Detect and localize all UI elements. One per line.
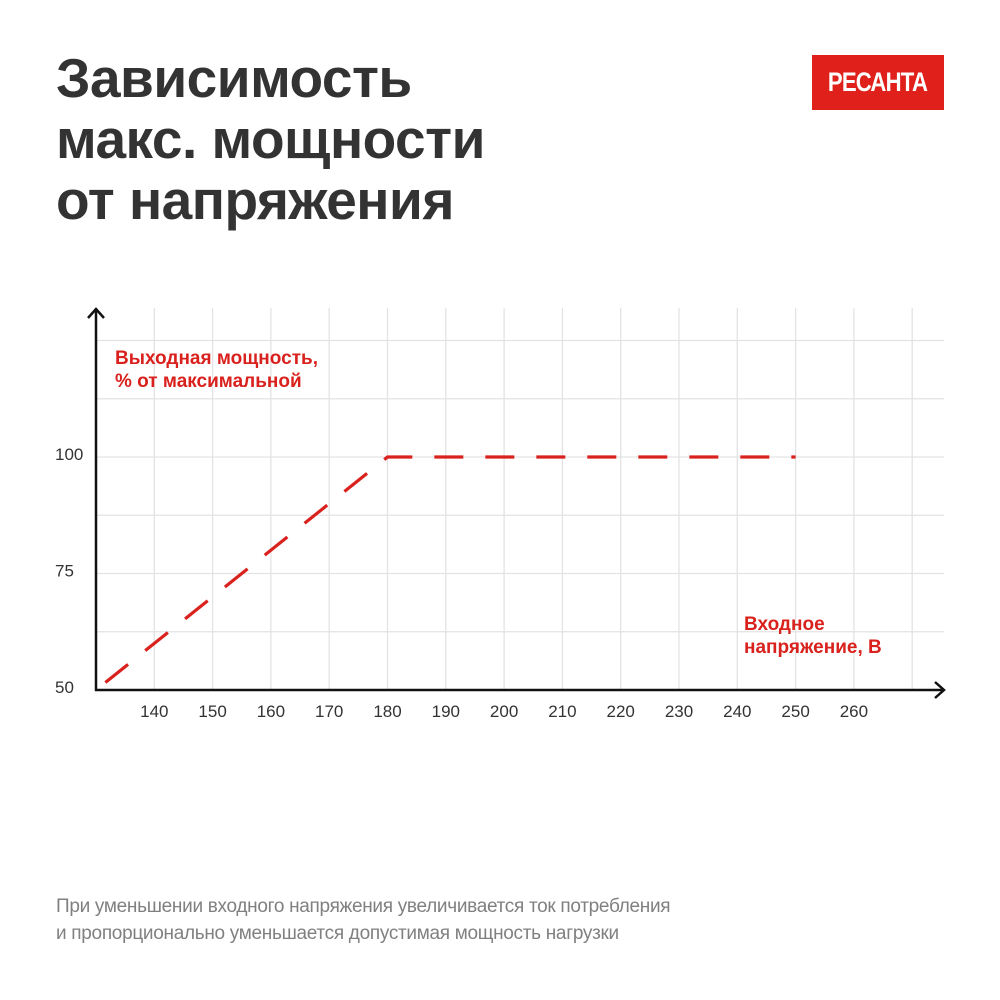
title-line: макс. мощности: [56, 108, 485, 170]
footnote: При уменьшении входного напряжения увели…: [56, 893, 671, 947]
resanta-logo: РЕСАНТА: [812, 55, 944, 110]
footnote-line: и пропорционально уменьшается допустимая…: [56, 923, 619, 944]
y-tick-label: 100: [55, 445, 83, 464]
x-tick-label: 200: [490, 702, 518, 721]
x-axis-label: Входное напряжение, В: [744, 613, 882, 659]
x-tick-label: 260: [840, 702, 868, 721]
x-axis-label-line: Входное: [744, 614, 825, 635]
y-axis-label-line: % от максимальной: [115, 371, 302, 392]
title-line: от напряжения: [56, 169, 454, 231]
x-tick-label: 160: [257, 702, 285, 721]
y-tick-label: 50: [55, 678, 74, 697]
x-tick-label: 170: [315, 702, 343, 721]
x-tick-label: 150: [198, 702, 226, 721]
x-tick-label: 240: [723, 702, 751, 721]
x-axis-label-line: напряжение, В: [744, 637, 882, 658]
x-tick-label: 180: [373, 702, 401, 721]
page-title: Зависимость макс. мощности от напряжения: [56, 48, 485, 231]
title-line: Зависимость: [56, 47, 412, 109]
y-axis-label: Выходная мощность, % от максимальной: [115, 347, 318, 393]
y-tick-label: 75: [55, 562, 74, 581]
x-tick-label: 210: [548, 702, 576, 721]
x-tick-label: 190: [432, 702, 460, 721]
series-line: [95, 455, 796, 692]
x-tick-label: 140: [140, 702, 168, 721]
y-axis-label-line: Выходная мощность,: [115, 348, 318, 369]
x-axis-arrow-icon: [934, 681, 946, 699]
x-tick-label: 220: [607, 702, 635, 721]
x-tick-label: 230: [665, 702, 693, 721]
footnote-line: При уменьшении входного напряжения увели…: [56, 896, 671, 917]
x-tick-label: 250: [781, 702, 809, 721]
y-axis-arrow-icon: [87, 307, 105, 319]
